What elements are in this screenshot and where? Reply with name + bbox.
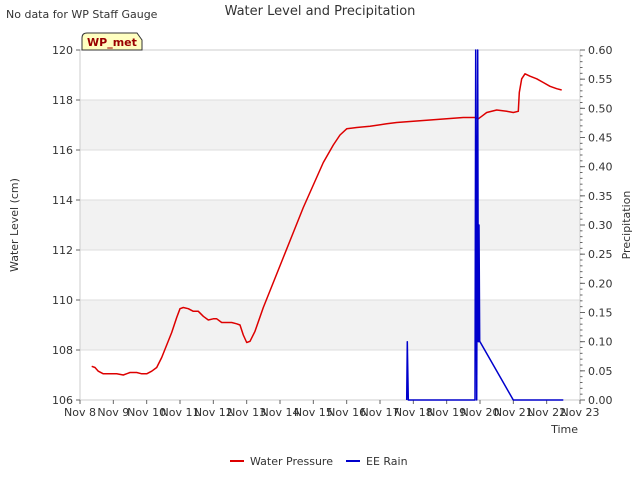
no-data-note: No data for WP Staff Gauge	[6, 8, 158, 21]
left-tick-label: 110	[52, 294, 73, 307]
data-series	[91, 49, 564, 401]
background-band	[80, 100, 580, 150]
left-tick-label: 106	[52, 394, 73, 407]
right-axis-ticks: 0.00 0.05 0.10 0.15 0.20 0.25 0.30 0.35 0.40 0.45…	[580, 44, 613, 407]
right-tick-label: 0.25	[588, 248, 613, 261]
chart-title: Water Level and Precipitation	[225, 4, 416, 19]
x-tick-label: Nov 17	[361, 406, 400, 419]
right-tick-label: 0.30	[588, 219, 613, 232]
x-tick-label: Nov 14	[261, 406, 300, 419]
right-tick-label: 0.00	[588, 394, 613, 407]
background-band	[80, 300, 580, 350]
station-label-tag: WP_met	[81, 32, 143, 51]
water-pressure-line	[91, 73, 562, 376]
right-tick-label: 0.60	[588, 44, 613, 57]
right-tick-label: 0.40	[588, 161, 613, 174]
left-tick-label: 120	[52, 44, 73, 57]
x-axis-label: Time	[550, 423, 578, 436]
x-tick-label: Nov 11	[161, 406, 200, 419]
x-tick-label: Nov 12	[194, 406, 233, 419]
x-tick-label: Nov 10	[127, 406, 166, 419]
x-tick-label: Nov 18	[394, 406, 433, 419]
ee-rain-line	[405, 49, 564, 401]
right-axis-label: Precipitation	[620, 191, 633, 260]
x-tick-label: Nov 20	[461, 406, 500, 419]
right-tick-label: 0.05	[588, 365, 613, 378]
station-label: WP_met	[87, 36, 137, 49]
chart-background-bands	[80, 100, 580, 350]
legend-label-ee-rain: EE Rain	[366, 455, 408, 468]
left-axis-label: Water Level (cm)	[8, 178, 21, 272]
right-tick-label: 0.35	[588, 190, 613, 203]
right-tick-label: 0.45	[588, 132, 613, 145]
x-tick-label: Nov 8	[64, 406, 96, 419]
right-tick-label: 0.55	[588, 73, 613, 86]
station-label-shape	[81, 32, 143, 51]
left-tick-label: 118	[52, 94, 73, 107]
left-axis-ticks: 106 108 110 112 114 116 118 120	[52, 44, 80, 407]
left-tick-label: 108	[52, 344, 73, 357]
background-band	[80, 200, 580, 250]
left-tick-label: 112	[52, 244, 73, 257]
legend: Water Pressure EE Rain	[230, 455, 408, 468]
left-tick-label: 116	[52, 144, 73, 157]
right-tick-label: 0.15	[588, 307, 613, 320]
x-tick-label: Nov 23	[561, 406, 600, 419]
x-tick-label: Nov 19	[427, 406, 466, 419]
x-tick-label: Nov 16	[327, 406, 366, 419]
right-tick-label: 0.20	[588, 277, 613, 290]
x-tick-label: Nov 13	[227, 406, 266, 419]
left-tick-label: 114	[52, 194, 73, 207]
legend-label-water-pressure: Water Pressure	[250, 455, 333, 468]
x-tick-label: Nov 15	[294, 406, 333, 419]
x-tick-label: Nov 9	[97, 406, 129, 419]
x-tick-label: Nov 21	[494, 406, 533, 419]
right-tick-label: 0.10	[588, 336, 613, 349]
right-tick-label: 0.50	[588, 102, 613, 115]
x-tick-label: Nov 22	[527, 406, 566, 419]
